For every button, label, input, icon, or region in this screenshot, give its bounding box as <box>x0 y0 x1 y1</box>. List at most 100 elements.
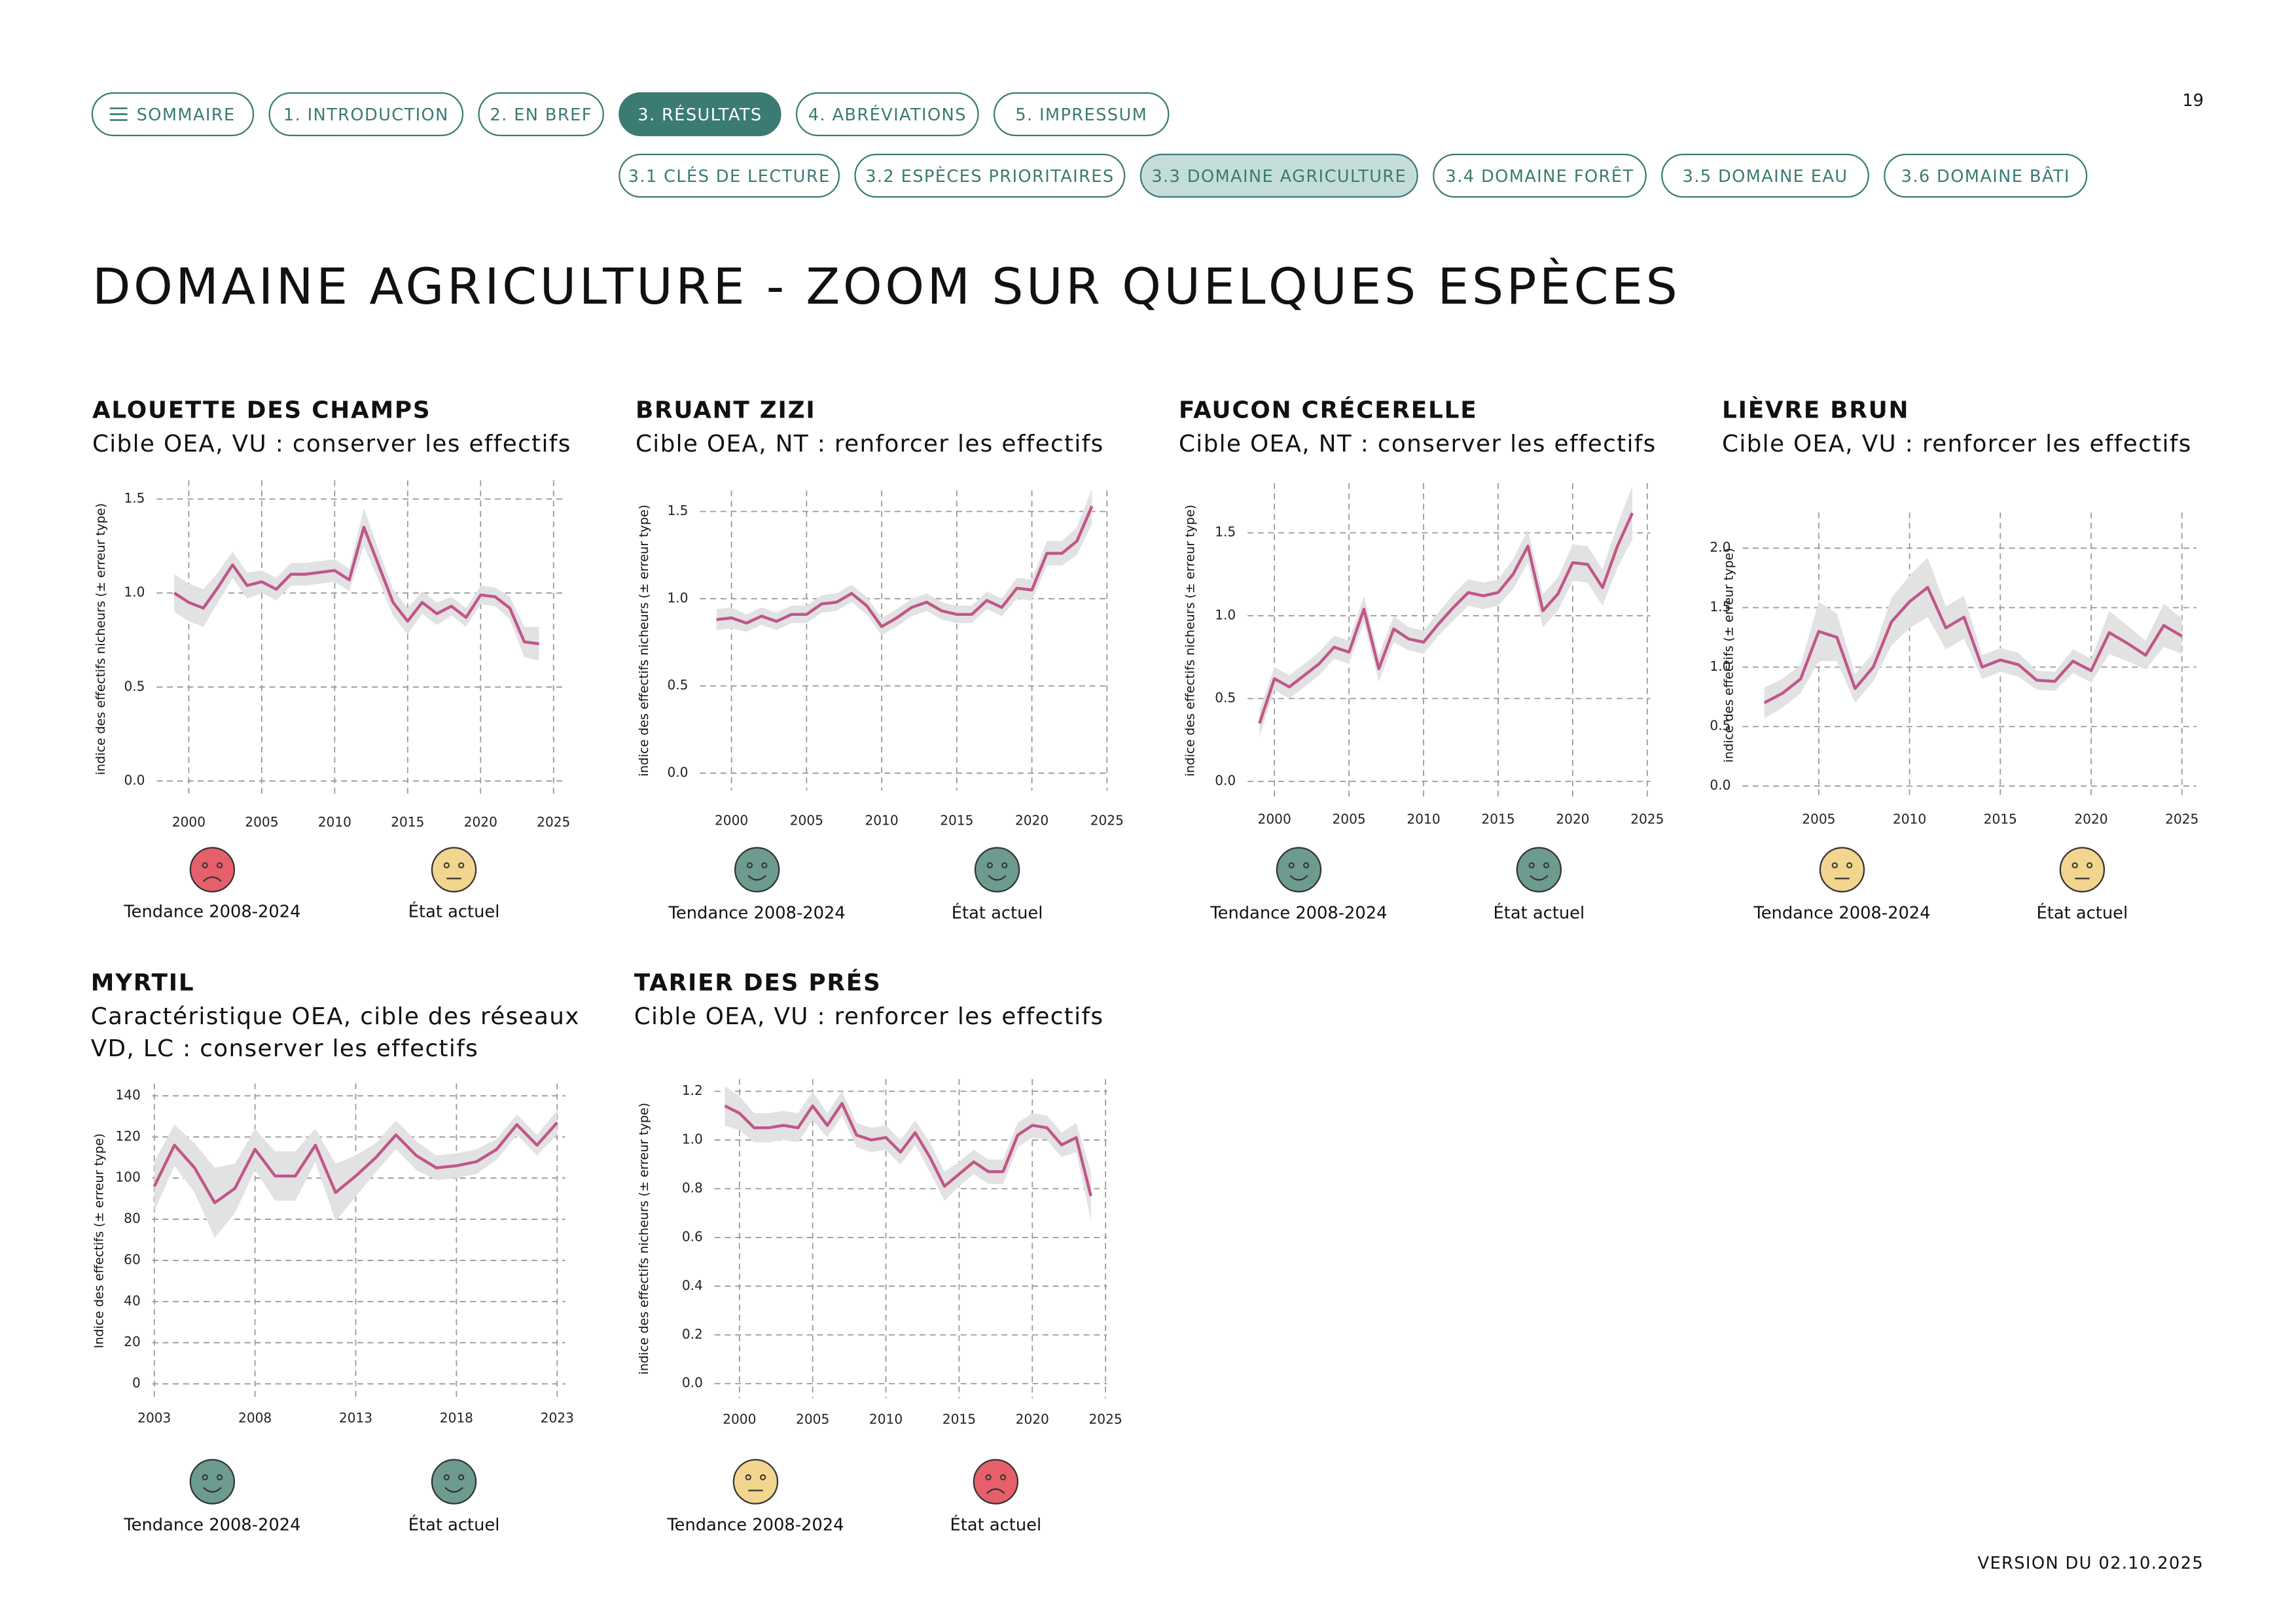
face-circle <box>734 847 780 893</box>
chart-subtitle: Cible OEA, VU : renforcer les effectifs <box>634 1003 1104 1030</box>
face-circle <box>973 1459 1019 1505</box>
face-eye <box>217 1474 223 1480</box>
nav-button-label[interactable]: SOMMAIRE <box>137 105 236 125</box>
face-eye <box>202 1474 208 1480</box>
x-tick-label: 2025 <box>2165 811 2198 827</box>
chart-title: LIÈVRE BRUN <box>1722 397 1909 424</box>
face-eye <box>760 1474 766 1480</box>
nav-button-label[interactable]: 3.3 DOMAINE AGRICULTURE <box>1151 167 1407 187</box>
face-mouth <box>1530 875 1549 881</box>
face-mouth <box>1289 875 1308 881</box>
face-eye <box>2086 862 2093 868</box>
chart: ALOUETTE DES CHAMPS Cible OEA, VU : conse… <box>92 397 570 922</box>
face-eye <box>985 1474 992 1480</box>
x-tick-label: 2015 <box>391 814 424 830</box>
x-tick-label: 2023 <box>541 1410 574 1425</box>
chart-title: TARIER DES PRÉS <box>634 969 882 996</box>
face-eye <box>2072 862 2078 868</box>
chart-subtitle: VD, LC : conserver les effectifs <box>91 1035 478 1062</box>
nav-button-frame[interactable] <box>91 92 255 137</box>
y-axis-label: indice des effectifs nicheurs (± erreur … <box>94 503 108 775</box>
y-tick-label: 0.0 <box>1215 772 1236 788</box>
face-eye <box>745 1474 751 1480</box>
x-tick-label: 2005 <box>790 813 823 829</box>
x-tick-label: 2000 <box>1258 811 1291 827</box>
nav-button[interactable]: 3.1 CLÉS DE LECTURE <box>619 153 840 198</box>
nav-button-frame[interactable] <box>1661 153 1869 198</box>
y-tick-label: 1.0 <box>682 1131 703 1147</box>
trend-line <box>724 1101 1092 1197</box>
nav-button-label[interactable]: 1. INTRODUCTION <box>283 105 449 125</box>
status-label: Tendance 2008-2024 <box>666 1516 844 1535</box>
nav-button-label[interactable]: 3.2 ESPÈCES PRIORITAIRES <box>865 166 1114 187</box>
status-face <box>2059 847 2106 893</box>
nav-button-frame[interactable] <box>854 153 1126 198</box>
y-tick-label: 40 <box>124 1293 141 1308</box>
nav-button-label[interactable]: 5. IMPRESSUM <box>1015 105 1147 125</box>
nav-button-label[interactable]: 3.1 CLÉS DE LECTURE <box>628 166 831 187</box>
x-tick-label: 2010 <box>869 1412 903 1427</box>
nav-button-frame[interactable] <box>1139 153 1418 198</box>
status-face <box>734 847 780 893</box>
status-face <box>431 1459 477 1505</box>
y-tick-label: 0.5 <box>124 678 145 694</box>
x-tick-label: 2015 <box>1984 811 2017 827</box>
face-circle <box>431 847 477 893</box>
nav-button[interactable]: 4. ABRÉVIATIONS <box>795 92 979 137</box>
face-mouth <box>988 875 1007 881</box>
face-mouth <box>444 1487 463 1493</box>
nav-button[interactable]: 2. EN BREF <box>478 92 604 137</box>
nav-button[interactable]: 3.2 ESPÈCES PRIORITAIRES <box>854 153 1126 198</box>
nav-button-frame[interactable] <box>619 153 840 198</box>
face-circle <box>189 847 236 893</box>
nav-button[interactable]: 3.5 DOMAINE EAU <box>1661 153 1869 198</box>
chart: MYRTIL Caractéristique OEA, cible des rés… <box>91 969 579 1535</box>
status-label: Tendance 2008-2024 <box>668 904 846 923</box>
status-label: Tendance 2008-2024 <box>123 1516 300 1535</box>
y-tick-label: 0.0 <box>124 772 145 788</box>
chart: FAUCON CRÉCERELLE Cible OEA, NT : conserv… <box>1179 397 1664 923</box>
nav-button-label[interactable]: 2. EN BREF <box>490 105 592 125</box>
nav-button-label[interactable]: 3.4 DOMAINE FORÊT <box>1446 166 1634 187</box>
face-eye <box>1303 862 1310 868</box>
y-axis-label: indice des effectifs nicheurs (± erreur … <box>637 505 651 776</box>
nav-button-frame[interactable] <box>1433 153 1647 198</box>
x-tick-label: 2025 <box>537 814 570 830</box>
nav-button-frame[interactable] <box>993 92 1170 137</box>
face-circle <box>974 847 1020 893</box>
nav-button[interactable]: 3.6 DOMAINE BÂTI <box>1884 153 2088 198</box>
trend-line <box>1258 512 1634 724</box>
status-label: État actuel <box>1494 902 1585 923</box>
nav-button-label[interactable]: 3.5 DOMAINE EAU <box>1683 167 1848 187</box>
face-circle <box>431 1459 477 1505</box>
nav-button-label[interactable]: 4. ABRÉVIATIONS <box>808 104 967 125</box>
face-circle <box>2059 847 2106 893</box>
nav-button[interactable]: 5. IMPRESSUM <box>993 92 1170 137</box>
nav-button[interactable]: 3.3 DOMAINE AGRICULTURE <box>1139 153 1418 198</box>
face-circle <box>1516 847 1562 893</box>
x-tick-label: 2020 <box>464 814 497 830</box>
nav-button-frame[interactable] <box>795 92 979 137</box>
x-tick-label: 2015 <box>1481 811 1515 827</box>
error-band <box>725 1086 1091 1221</box>
trend-line <box>173 526 539 645</box>
x-tick-label: 2000 <box>723 1412 756 1427</box>
x-tick-label: 2025 <box>1090 813 1124 829</box>
y-axis-label: indice des effectifs nicheurs (± erreur … <box>1183 505 1197 776</box>
nav-button-frame[interactable] <box>619 92 781 137</box>
nav-button-frame[interactable] <box>478 92 604 137</box>
nav-button-label[interactable]: 3. RÉSULTATS <box>637 104 762 125</box>
nav-button-label[interactable]: 3.6 DOMAINE BÂTI <box>1901 166 2070 187</box>
nav-button-frame[interactable] <box>268 92 464 137</box>
nav-button-frame[interactable] <box>1884 153 2088 198</box>
chart-subtitle: Cible OEA, NT : renforcer les effectifs <box>636 431 1104 457</box>
x-tick-label: 2025 <box>1089 1412 1122 1427</box>
nav-button[interactable]: SOMMAIRE <box>91 92 255 137</box>
nav-button[interactable]: 3.4 DOMAINE FORÊT <box>1433 153 1647 198</box>
face-circle <box>1819 847 1865 893</box>
status-label: Tendance 2008-2024 <box>1753 904 1930 923</box>
nav-button[interactable]: 1. INTRODUCTION <box>268 92 464 137</box>
nav-button[interactable]: 3. RÉSULTATS <box>619 92 781 137</box>
face-circle <box>732 1459 779 1505</box>
